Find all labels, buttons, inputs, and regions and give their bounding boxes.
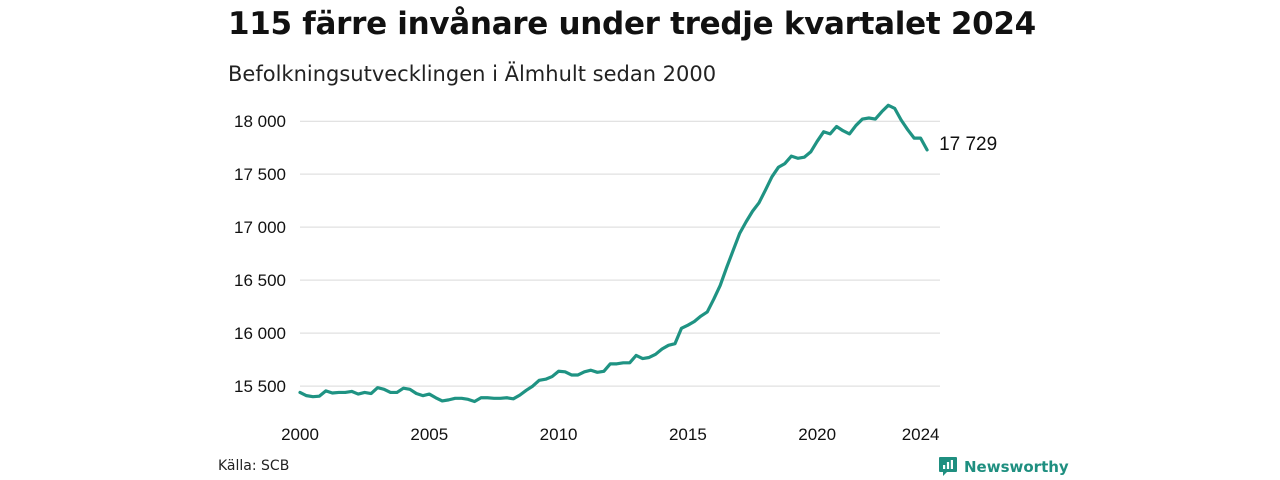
x-tick-label: 2020 <box>798 425 836 444</box>
brand-logo[interactable]: Newsworthy <box>938 456 1069 477</box>
x-tick-label: 2005 <box>410 425 448 444</box>
y-tick-label: 18 000 <box>234 112 286 131</box>
series-line-population <box>298 103 929 404</box>
bar-chart-speech-bubble-icon <box>939 457 957 476</box>
x-tick-label: 2000 <box>281 425 319 444</box>
x-tick-label: 2015 <box>669 425 707 444</box>
y-tick-label: 16 000 <box>234 324 286 343</box>
x-axis-tick-labels: 2000 2005 2010 2015 2020 2024 <box>281 425 939 444</box>
y-tick-label: 15 500 <box>234 377 286 396</box>
x-tick-label: 2010 <box>540 425 578 444</box>
chart-subtitle: Befolkningsutvecklingen i Älmhult sedan … <box>228 62 717 86</box>
y-tick-label: 17 000 <box>234 218 286 237</box>
chart-title: 115 färre invånare under tredje kvartale… <box>228 6 1036 42</box>
y-tick-label: 17 500 <box>234 165 286 184</box>
end-value-label: 17 729 <box>939 134 997 155</box>
y-tick-label: 16 500 <box>234 271 286 290</box>
y-axis-tick-labels: 15 500 16 000 16 500 17 000 17 500 18 000 <box>234 112 286 396</box>
line-chart: 15 500 16 000 16 500 17 000 17 500 18 000 200… <box>234 103 997 444</box>
x-tick-label: 2024 <box>902 425 940 444</box>
grid-lines <box>300 120 940 387</box>
brand-name: Newsworthy <box>964 457 1069 476</box>
source-note: Källa: SCB <box>218 458 290 474</box>
